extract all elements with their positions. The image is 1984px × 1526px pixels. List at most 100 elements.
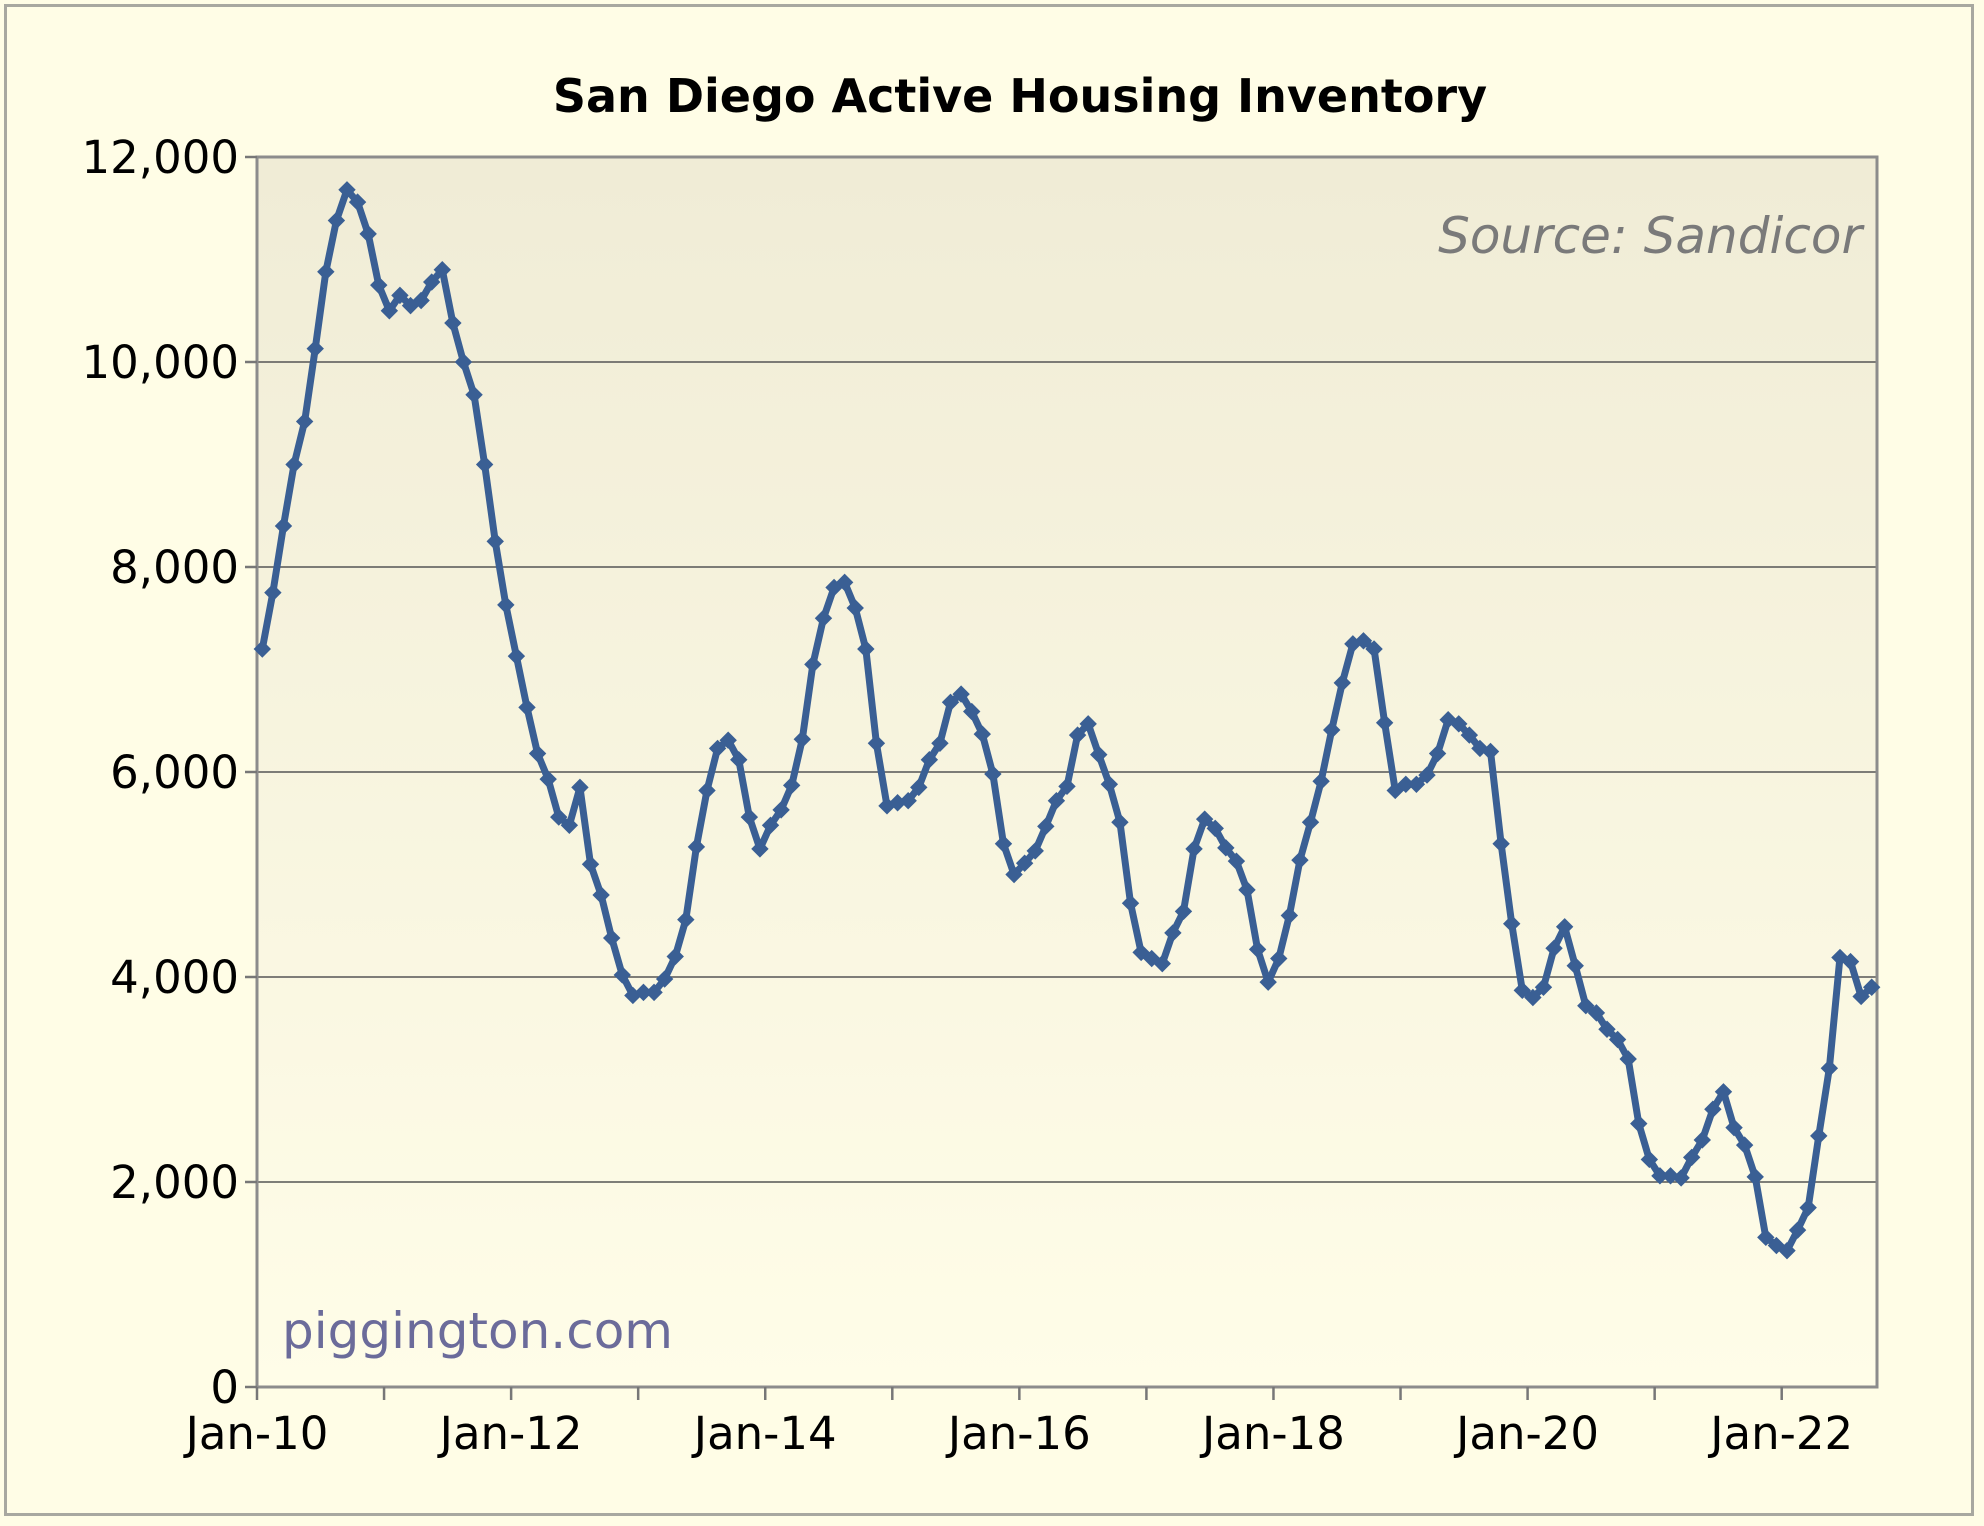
data-point bbox=[1375, 714, 1394, 732]
data-point bbox=[1524, 988, 1542, 1007]
data-point bbox=[560, 816, 579, 835]
data-point bbox=[433, 261, 452, 279]
ytick-label-4000: 4,000 bbox=[110, 951, 239, 1004]
data-point bbox=[1270, 949, 1288, 968]
data-point bbox=[444, 314, 462, 332]
series-inventory bbox=[253, 181, 1881, 1260]
data-point bbox=[613, 966, 632, 984]
data-point bbox=[941, 693, 960, 712]
data-point bbox=[338, 181, 356, 199]
data-point bbox=[359, 225, 377, 243]
data-point bbox=[1502, 914, 1521, 933]
data-point bbox=[899, 791, 917, 810]
data-point bbox=[814, 609, 833, 627]
data-point bbox=[581, 855, 600, 873]
data-point bbox=[867, 734, 886, 753]
ytick-label-10000: 10,000 bbox=[82, 336, 239, 389]
data-point bbox=[1619, 1050, 1637, 1068]
data-point bbox=[592, 886, 610, 904]
data-point bbox=[835, 573, 854, 592]
data-point bbox=[772, 801, 790, 819]
source-note: Source: Sandicor bbox=[1438, 207, 1865, 265]
data-point bbox=[1312, 772, 1330, 790]
data-point bbox=[1227, 852, 1246, 870]
data-point bbox=[1322, 721, 1341, 739]
data-point bbox=[380, 302, 399, 320]
data-point bbox=[1354, 632, 1373, 650]
data-point bbox=[1450, 715, 1468, 733]
data-point bbox=[984, 765, 1002, 783]
data-point bbox=[910, 778, 928, 797]
data-point bbox=[1640, 1150, 1659, 1169]
data-point bbox=[285, 455, 303, 474]
data-point bbox=[1788, 1221, 1807, 1239]
data-point bbox=[1460, 726, 1479, 744]
data-point bbox=[1047, 791, 1066, 810]
data-point bbox=[761, 816, 780, 835]
data-point bbox=[677, 910, 695, 929]
axes bbox=[245, 155, 1783, 1400]
data-point bbox=[1577, 996, 1595, 1015]
data-point bbox=[1238, 881, 1256, 899]
data-point bbox=[1111, 813, 1129, 831]
data-point bbox=[1301, 813, 1320, 831]
data-point bbox=[740, 808, 759, 826]
data-point bbox=[1799, 1198, 1817, 1217]
data-point bbox=[1778, 1241, 1796, 1260]
data-point bbox=[1365, 640, 1383, 658]
data-point bbox=[1820, 1059, 1839, 1077]
data-point bbox=[730, 750, 748, 769]
xtick-label-Jan-10: Jan-10 bbox=[183, 1407, 329, 1460]
data-point bbox=[1545, 939, 1563, 958]
data-point bbox=[1735, 1136, 1754, 1154]
data-point bbox=[539, 770, 557, 788]
data-point bbox=[1534, 978, 1553, 996]
data-point bbox=[1841, 952, 1860, 971]
data-point bbox=[1185, 840, 1203, 858]
data-point bbox=[274, 517, 293, 535]
xtick-label-Jan-20: Jan-20 bbox=[1453, 1407, 1599, 1460]
data-point bbox=[465, 386, 483, 404]
data-point bbox=[1682, 1148, 1701, 1167]
data-point bbox=[645, 983, 663, 1002]
data-point bbox=[475, 455, 494, 474]
data-point bbox=[1005, 865, 1023, 884]
data-point bbox=[571, 778, 589, 797]
data-point bbox=[1121, 894, 1140, 912]
data-point bbox=[1259, 973, 1277, 991]
data-point bbox=[295, 412, 314, 431]
data-point bbox=[306, 339, 324, 358]
data-point bbox=[1090, 745, 1108, 764]
data-point bbox=[1492, 835, 1510, 853]
data-point bbox=[793, 730, 812, 748]
data-point bbox=[528, 744, 547, 763]
data-point bbox=[1291, 851, 1309, 869]
data-point bbox=[348, 193, 367, 211]
data-point bbox=[1015, 854, 1034, 872]
data-point bbox=[1333, 674, 1352, 692]
xtick-label-Jan-18: Jan-18 bbox=[1199, 1407, 1345, 1460]
data-point bbox=[264, 583, 282, 602]
data-point bbox=[1481, 742, 1500, 761]
xtick-label-Jan-14: Jan-14 bbox=[691, 1407, 837, 1460]
data-point bbox=[1598, 1020, 1616, 1038]
data-point bbox=[1132, 943, 1150, 962]
data-point bbox=[1810, 1127, 1828, 1145]
data-point bbox=[1386, 781, 1404, 800]
data-point bbox=[1153, 954, 1172, 973]
data-point bbox=[1746, 1168, 1764, 1186]
data-point bbox=[1407, 775, 1426, 794]
data-point bbox=[1704, 1100, 1722, 1118]
data-point bbox=[782, 776, 801, 795]
data-point bbox=[1693, 1131, 1712, 1149]
data-point bbox=[317, 263, 335, 281]
data-point bbox=[1862, 978, 1881, 996]
data-point bbox=[666, 947, 684, 966]
data-point bbox=[1280, 906, 1299, 925]
data-point bbox=[804, 655, 822, 674]
ytick-label-0: 0 bbox=[210, 1361, 239, 1414]
xtick-label-Jan-22: Jan-22 bbox=[1707, 1407, 1853, 1460]
data-point bbox=[687, 838, 706, 856]
data-point bbox=[1068, 726, 1087, 744]
